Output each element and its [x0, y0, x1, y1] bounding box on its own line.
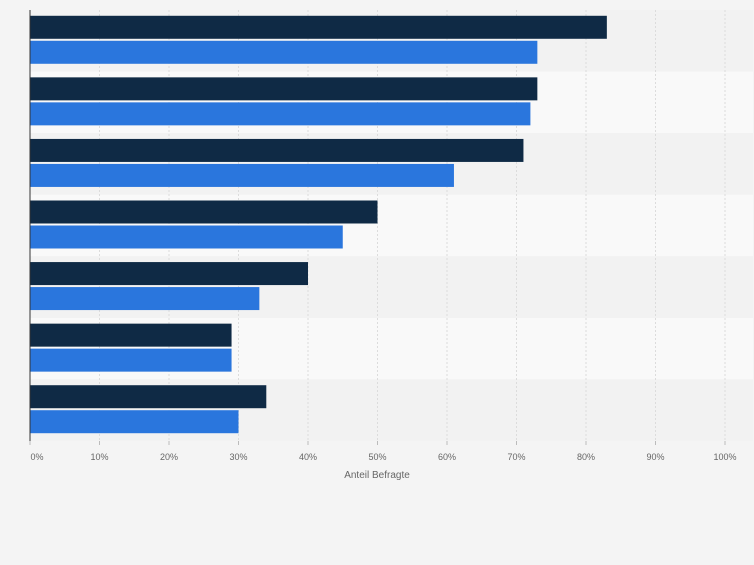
bar[interactable] [30, 15, 607, 39]
bar[interactable] [30, 348, 232, 372]
bar[interactable] [30, 138, 524, 162]
x-tick-label: 30% [229, 452, 247, 462]
x-tick-label: 20% [160, 452, 178, 462]
x-tick-label: 100% [713, 452, 736, 462]
x-tick-label: 60% [438, 452, 456, 462]
bar[interactable] [30, 102, 531, 126]
bars [30, 15, 607, 434]
x-tick-label: 50% [368, 452, 386, 462]
x-tick-label: 10% [90, 452, 108, 462]
bar[interactable] [30, 410, 239, 434]
bar[interactable] [30, 40, 538, 64]
bar[interactable] [30, 225, 343, 249]
x-tick-label: 40% [299, 452, 317, 462]
bar[interactable] [30, 200, 378, 224]
bar[interactable] [30, 385, 267, 409]
bar[interactable] [30, 287, 260, 311]
x-tick-label: 0% [30, 452, 43, 462]
bar[interactable] [30, 262, 308, 286]
x-tick-label: 70% [507, 452, 525, 462]
x-tick-label: 80% [577, 452, 595, 462]
bar[interactable] [30, 323, 232, 347]
x-axis-label: Anteil Befragte [344, 470, 410, 481]
bar[interactable] [30, 163, 454, 187]
bar[interactable] [30, 77, 538, 101]
x-tick-label: 90% [646, 452, 664, 462]
x-axis: 0% 10% 20% 30% 40% 50% 60% 70% 80% 90% 100% [29, 10, 737, 462]
